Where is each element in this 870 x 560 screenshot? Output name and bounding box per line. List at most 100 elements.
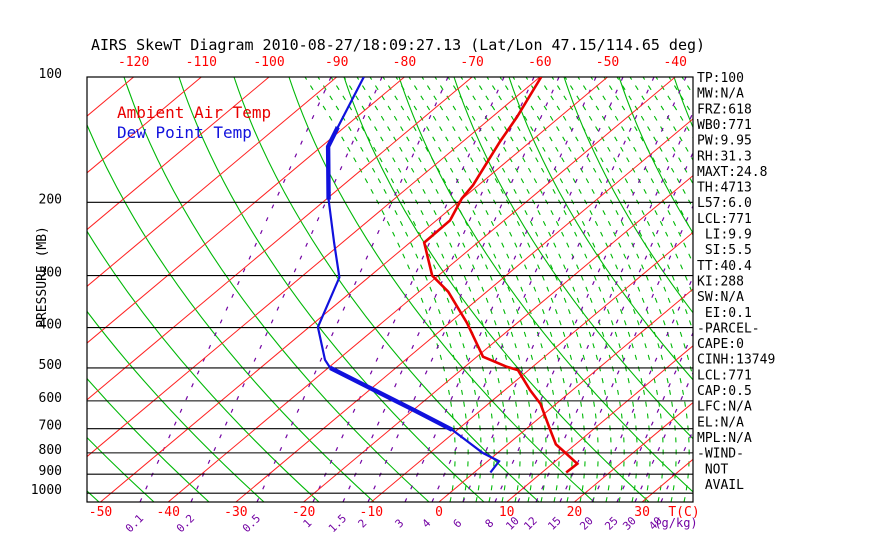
mixing-ratio-label: 0.1: [123, 512, 146, 535]
isotherm-line: [87, 77, 405, 344]
stats-line: FRZ:618: [697, 102, 752, 117]
moist-adiabat-line: [538, 77, 690, 502]
moist-adiabat-lines: [304, 77, 870, 502]
stats-line: TT:40.4: [697, 259, 752, 274]
stats-line: CAP:0.5: [697, 384, 752, 399]
dry-adiabat-line: [618, 77, 693, 234]
isotherm-line: [87, 77, 134, 117]
top-temp-label: -40: [663, 55, 686, 70]
moist-adiabat-line: [864, 77, 870, 502]
dry-adiabat-line: [508, 77, 693, 381]
stats-line: EL:N/A: [697, 415, 744, 430]
mixing-ratio-label: 4: [420, 516, 434, 530]
moist-adiabat-line: [799, 77, 870, 502]
moist-adiabat-line: [786, 77, 870, 502]
dry-adiabat-line: [398, 77, 693, 493]
stats-line: TP:100: [697, 71, 744, 86]
bottom-temp-label: -10: [360, 505, 383, 520]
top-temp-label: -80: [393, 55, 416, 70]
top-temp-label: -100: [253, 55, 284, 70]
dry-adiabat-line: [233, 77, 540, 502]
moist-adiabat-line: [525, 77, 677, 502]
moist-adiabat-line: [747, 77, 870, 502]
dry-adiabat-lines: [87, 77, 870, 502]
moist-adiabat-line: [499, 77, 651, 502]
stats-line: MW:N/A: [697, 87, 744, 102]
bottom-temp-label: -20: [292, 505, 315, 520]
isotherm-lines: [0, 77, 693, 502]
dry-adiabat-line: [453, 77, 693, 440]
isotherm-line: [87, 77, 541, 458]
dry-adiabat-line: [784, 77, 870, 502]
moist-adiabat-line: [434, 77, 586, 502]
mixing-ratio-unit-label: (g/kg): [654, 516, 697, 530]
pressure-tick-label: 100: [39, 67, 62, 82]
moist-adiabat-line: [642, 77, 693, 162]
bottom-temp-label: -50: [89, 505, 112, 520]
stats-line: TH:4713: [697, 181, 752, 196]
bottom-temp-label: 20: [567, 505, 583, 520]
mixing-ratio-label: 15: [545, 514, 564, 533]
pressure-tick-label: 700: [39, 419, 62, 434]
stats-line: SI:5.5: [697, 243, 752, 258]
isotherm-line: [303, 174, 693, 502]
isotherm-line: [87, 77, 270, 231]
moist-adiabat-line: [473, 77, 625, 502]
ambient-temp-curve: [422, 77, 580, 474]
moist-adiabat-line: [447, 77, 599, 502]
pressure-tick-label: 900: [39, 464, 62, 479]
stats-line: SW:N/A: [697, 290, 744, 305]
stats-line: LCL:771: [697, 212, 752, 227]
isotherm-line: [0, 77, 66, 502]
moist-adiabat-line: [551, 77, 693, 381]
moist-adiabat-line: [369, 77, 521, 502]
moist-adiabat-line: [304, 77, 456, 502]
stats-line: WB0:771: [697, 118, 752, 133]
mixing-ratio-line: [342, 77, 535, 502]
bottom-temp-label: 10: [499, 505, 515, 520]
top-temp-label: -90: [325, 55, 348, 70]
mixing-ratio-line: [660, 429, 693, 502]
bottom-temp-label: 0: [435, 505, 443, 520]
mixing-ratio-label: 12: [521, 514, 540, 533]
pressure-tick-label: 1000: [31, 483, 62, 498]
stats-line: CINH:13749: [697, 353, 775, 368]
stats-line: RH:31.3: [697, 149, 752, 164]
stats-line: LFC:N/A: [697, 400, 752, 415]
page-title: AIRS SkewT Diagram 2010-08-27/18:09:27.1…: [91, 36, 705, 54]
moist-adiabat-line: [343, 77, 495, 502]
plot-border: [86, 76, 694, 503]
stats-line: NOT: [697, 462, 728, 477]
dewpoint-curve: [316, 77, 501, 474]
mixing-ratio-label: 6: [451, 517, 465, 531]
isotherm-line: [167, 77, 676, 502]
sounding-curves: [316, 77, 580, 474]
isotherm-line: [370, 231, 693, 502]
temp-axis-unit-label: T(C): [668, 505, 699, 520]
top-temp-label: -120: [118, 55, 149, 70]
isotherm-line: [87, 77, 202, 174]
moist-adiabat-line: [577, 77, 693, 297]
pressure-tick-label: 600: [39, 391, 62, 406]
dry-adiabat-line: [178, 77, 485, 502]
isotherm-line: [100, 77, 608, 502]
pressure-tick-label: 400: [39, 318, 62, 333]
moist-adiabat-line: [773, 77, 870, 502]
moist-adiabat-line: [825, 77, 870, 502]
dewpoint-curve-thick-segment: [325, 126, 340, 200]
pressure-tick-label: 200: [39, 192, 62, 207]
moist-adiabat-line: [486, 77, 638, 502]
moist-adiabat-line: [564, 77, 693, 334]
stats-line: AVAIL: [697, 478, 744, 493]
mixing-ratio-label: 1.5: [326, 512, 349, 535]
moist-adiabat-line: [356, 77, 508, 502]
moist-adiabat-line: [590, 77, 693, 265]
bottom-temp-label: -30: [224, 505, 247, 520]
pressure-tick-label: 800: [39, 443, 62, 458]
dry-adiabat-line: [87, 436, 155, 502]
moist-adiabat-line: [317, 77, 469, 502]
dewpoint-curve-thick-segment: [329, 365, 454, 432]
top-temp-label: -50: [596, 55, 619, 70]
stats-line: -WIND-: [697, 447, 744, 462]
